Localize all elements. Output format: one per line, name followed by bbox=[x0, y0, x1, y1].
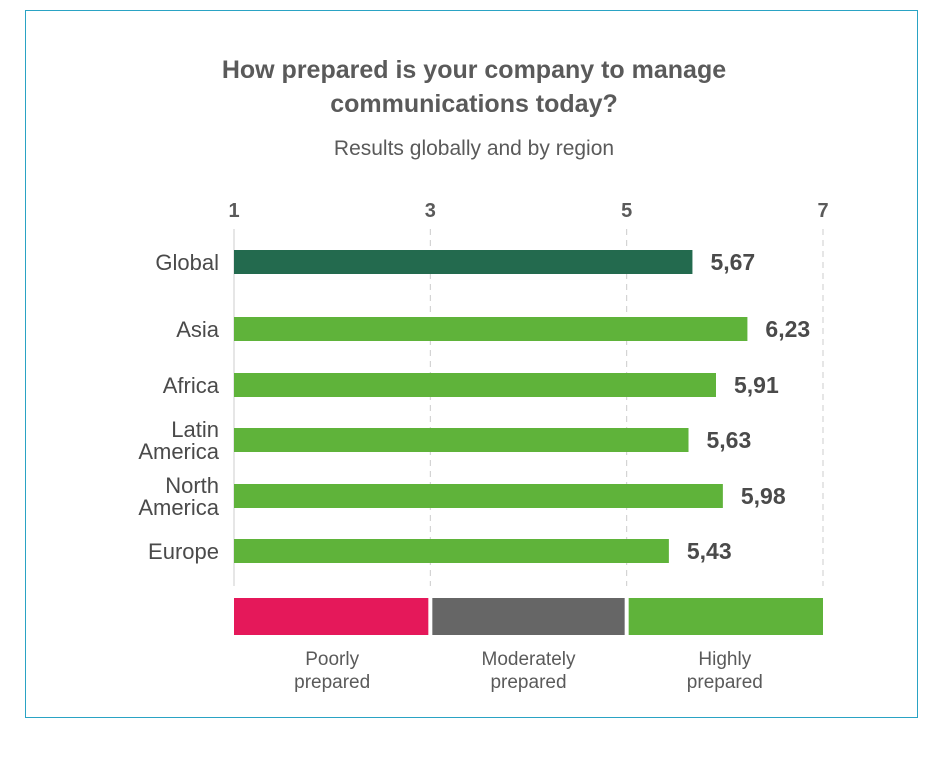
preparedness-scale: PoorlypreparedModeratelypreparedHighlypr… bbox=[234, 598, 823, 693]
bar-value-label: 5,67 bbox=[710, 249, 755, 275]
x-tick-label: 5 bbox=[621, 200, 632, 222]
bar-value-label: 5,91 bbox=[734, 372, 779, 398]
category-label: America bbox=[138, 495, 219, 520]
category-label: Europe bbox=[148, 539, 219, 564]
chart-frame: How prepared is your company to manage c… bbox=[25, 10, 918, 718]
gridlines bbox=[233, 229, 824, 586]
category-label: North bbox=[165, 473, 219, 498]
bar bbox=[234, 484, 723, 508]
category-label: Africa bbox=[163, 373, 220, 398]
category-label: Asia bbox=[176, 317, 220, 342]
scale-band-label: prepared bbox=[687, 672, 763, 693]
x-tick-label: 1 bbox=[228, 200, 239, 222]
bar-value-label: 5,98 bbox=[741, 483, 786, 509]
scale-band-label: prepared bbox=[490, 672, 566, 693]
x-tick-label: 7 bbox=[817, 200, 828, 222]
bar bbox=[234, 317, 748, 341]
chart-title-line-2: communications today? bbox=[330, 90, 618, 118]
scale-band bbox=[234, 598, 429, 635]
scale-band-label: Poorly bbox=[305, 649, 359, 670]
bar bbox=[234, 428, 689, 452]
bar-value-label: 5,63 bbox=[707, 427, 752, 453]
bar-chart: How prepared is your company to manage c… bbox=[138, 56, 828, 693]
scale-band bbox=[628, 598, 823, 635]
chart-title-line-1: How prepared is your company to manage bbox=[222, 56, 726, 84]
scale-band bbox=[432, 598, 625, 635]
bar-value-label: 6,23 bbox=[765, 316, 810, 342]
bars: 5,67Global6,23Asia5,91Africa5,63LatinAme… bbox=[138, 249, 810, 564]
x-axis-ticks: 1 3 5 7 bbox=[228, 200, 828, 222]
bar-value-label: 5,43 bbox=[687, 538, 732, 564]
category-label: Global bbox=[155, 250, 219, 275]
chart-subtitle: Results globally and by region bbox=[334, 137, 614, 160]
scale-band-label: Moderately bbox=[482, 649, 576, 670]
x-tick-label: 3 bbox=[425, 200, 436, 222]
bar bbox=[234, 539, 669, 563]
scale-band-label: prepared bbox=[294, 672, 370, 693]
category-label: Latin bbox=[171, 417, 219, 442]
scale-band-label: Highly bbox=[698, 649, 751, 670]
bar bbox=[234, 373, 716, 397]
category-label: America bbox=[138, 439, 219, 464]
bar bbox=[234, 250, 693, 274]
